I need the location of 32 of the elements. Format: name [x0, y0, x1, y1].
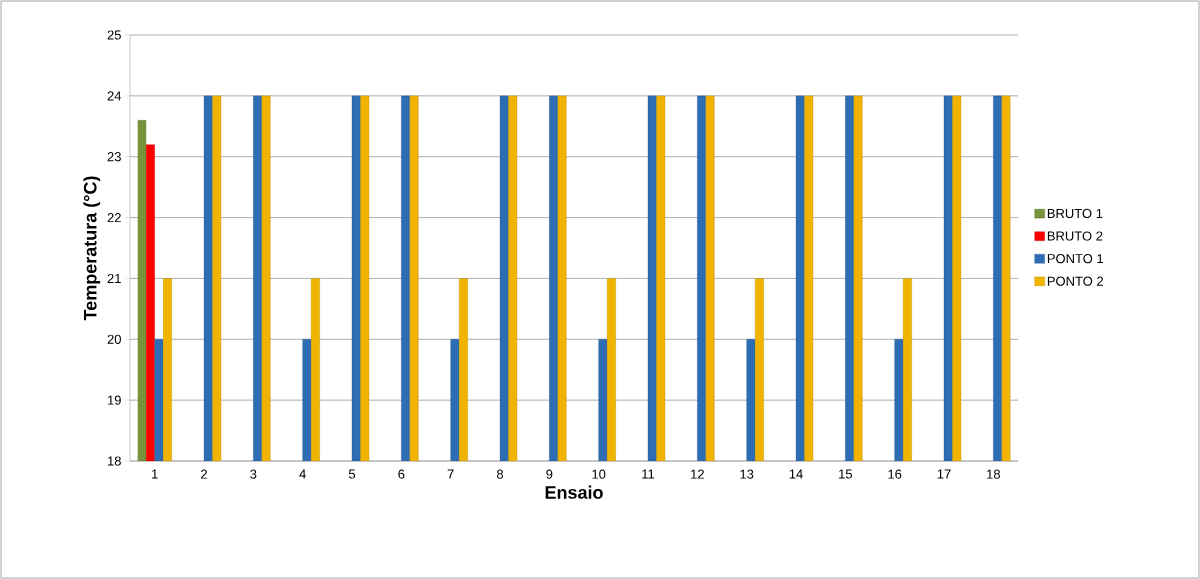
legend-label: PONTO 1 — [1047, 254, 1104, 264]
x-tick-label: 15 — [839, 469, 853, 479]
x-tick-label: 12 — [691, 469, 704, 479]
y-tick-label: 18 — [108, 456, 121, 466]
x-tick-label: 18 — [987, 469, 1000, 479]
x-axis-title: Ensaio — [545, 485, 603, 499]
y-tick-label: 23 — [107, 152, 121, 162]
x-tick-label: 16 — [888, 469, 902, 479]
y-tick-label: 19 — [108, 395, 121, 405]
legend-label: BRUTO 1 — [1047, 208, 1103, 219]
x-tick-label: 1 — [152, 469, 158, 479]
y-tick-label: 21 — [107, 273, 121, 283]
x-tick-label: 3 — [250, 469, 257, 479]
x-tick-label: 17 — [937, 469, 951, 479]
legend-label: BRUTO 2 — [1047, 231, 1103, 241]
y-tick-label: 24 — [107, 91, 122, 101]
x-tick-label: 6 — [398, 469, 405, 479]
x-tick-label: 11 — [642, 469, 655, 479]
x-tick-label: 2 — [201, 469, 207, 479]
y-axis-title: Temperatura (°C) — [83, 176, 101, 321]
legend-label: PONTO 2 — [1047, 276, 1103, 286]
x-tick-label: 8 — [496, 469, 504, 479]
x-tick-label: 10 — [592, 469, 606, 479]
x-tick-label: 14 — [789, 469, 803, 479]
x-tick-label: 7 — [447, 469, 454, 479]
y-tick-label: 25 — [107, 30, 121, 40]
x-tick-label: 4 — [299, 469, 306, 479]
x-tick-label: 5 — [348, 469, 356, 479]
y-tick-label: 20 — [107, 334, 121, 344]
x-tick-label: 9 — [546, 469, 553, 479]
x-tick-label: 13 — [740, 469, 754, 479]
y-tick-label: 22 — [107, 213, 121, 223]
